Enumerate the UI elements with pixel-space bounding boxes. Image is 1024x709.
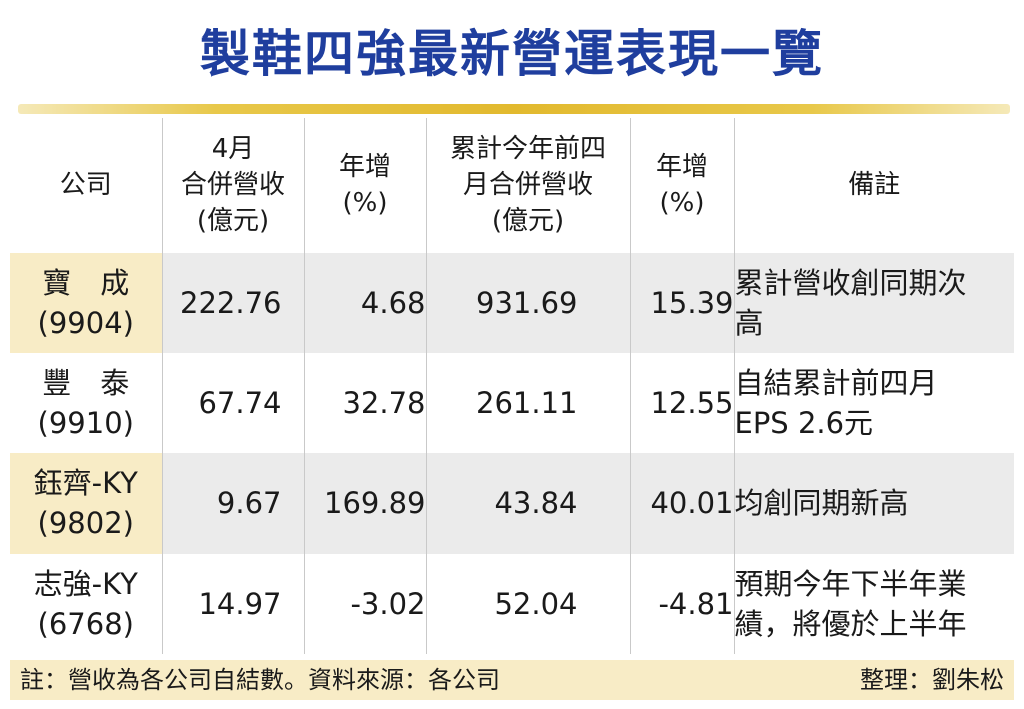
cumulative-revenue-cell: 261.11 [425,352,630,454]
company-name: 豐 泰 [42,366,130,401]
company-code: (6768) [37,606,134,641]
company-cell: 寶 成 (9904) [10,252,162,353]
company-code: (9802) [37,506,134,541]
cumulative-revenue-cell: 52.04 [425,553,630,654]
company-cell: 志強-KY (6768) [10,553,162,654]
april-revenue-cell: 222.76 [161,252,304,353]
header-company: 公司 [10,118,162,253]
cumulative-yoy-cell: 40.01 [629,453,734,554]
footer-note: 註：營收為各公司自結數。資料來源：各公司 [20,666,500,694]
april-yoy-cell: -3.02 [303,553,426,654]
company-name: 寶 成 [42,265,130,300]
company-name: 志強-KY [33,566,138,601]
cumulative-yoy-cell: -4.81 [629,553,734,654]
table-row: 寶 成 (9904) 222.76 4.68 931.69 15.39 累計營收… [10,252,1014,353]
cumulative-yoy-cell: 15.39 [629,252,734,353]
april-yoy-cell: 169.89 [303,453,426,554]
cumulative-revenue-cell: 43.84 [425,453,630,554]
header-cumulative-revenue: 累計今年前四 月合併營收 (億元) [425,118,630,253]
april-revenue-cell: 67.74 [161,352,304,454]
note-cell: 累計營收創同期次 高 [733,252,1014,353]
header-april-revenue: 4月 合併營收 (億元) [161,118,304,253]
header-cumulative-yoy: 年增 (%) [629,118,734,253]
note-cell: 自結累計前四月 EPS 2.6元 [733,352,1014,454]
table-row: 鈺齊-KY (9802) 9.67 169.89 43.84 40.01 均創同… [10,453,1014,554]
revenue-table: 公司 4月 合併營收 (億元) 年增 (%) 累計今年前四 月合併營收 (億元)… [10,118,1014,654]
cumulative-yoy-cell: 12.55 [629,352,734,454]
april-yoy-cell: 4.68 [303,252,426,353]
header-april-yoy: 年增 (%) [303,118,426,253]
note-cell: 預期今年下半年業 績，將優於上半年 [733,553,1014,654]
table-row: 志強-KY (6768) 14.97 -3.02 52.04 -4.81 預期今… [10,553,1014,654]
table-row: 豐 泰 (9910) 67.74 32.78 261.11 12.55 自結累計… [10,352,1014,454]
company-code: (9910) [37,406,134,441]
company-cell: 豐 泰 (9910) [10,352,162,454]
table-header-row: 公司 4月 合併營收 (億元) 年增 (%) 累計今年前四 月合併營收 (億元)… [10,118,1014,253]
footer-bar: 註：營收為各公司自結數。資料來源：各公司 整理：劉朱松 [10,660,1014,700]
april-yoy-cell: 32.78 [303,352,426,454]
header-note: 備註 [733,118,1014,253]
company-cell: 鈺齊-KY (9802) [10,453,162,554]
april-revenue-cell: 14.97 [161,553,304,654]
note-cell: 均創同期新高 [733,453,1014,554]
company-name: 鈺齊-KY [33,466,138,501]
footer-editor: 整理：劉朱松 [860,666,1004,694]
cumulative-revenue-cell: 931.69 [425,252,630,353]
april-revenue-cell: 9.67 [161,453,304,554]
title-divider [18,104,1010,114]
page-title: 製鞋四強最新營運表現一覽 [200,25,824,83]
company-code: (9904) [37,305,134,340]
